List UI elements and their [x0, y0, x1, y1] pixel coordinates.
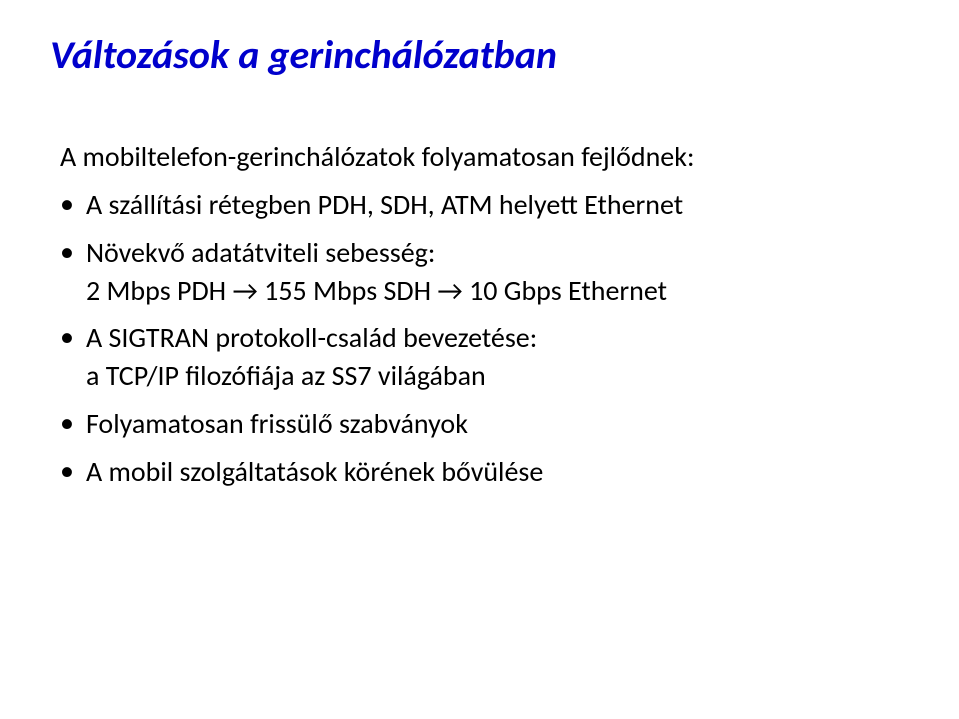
bullet-text: A szállítási rétegben PDH, SDH, ATM hely… — [86, 186, 683, 224]
bullet-icon: • — [60, 234, 74, 270]
list-item: • A SIGTRAN protokoll-család bevezetése:… — [60, 319, 909, 395]
bullet-line: A SIGTRAN protokoll-család bevezetése: — [86, 319, 537, 357]
bullet-icon: • — [60, 186, 74, 222]
bullet-list: • A szállítási rétegben PDH, SDH, ATM he… — [60, 186, 909, 491]
bullet-icon: • — [60, 453, 74, 489]
bullet-line: Folyamatosan frissülő szabványok — [86, 406, 468, 441]
bullet-text: Folyamatosan frissülő szabványok — [86, 405, 468, 443]
list-item: • Folyamatosan frissülő szabványok — [60, 405, 909, 443]
list-item: • A mobil szolgáltatások körének bővülés… — [60, 453, 909, 491]
bullet-line: A szállítási rétegben PDH, SDH, ATM hely… — [86, 187, 683, 222]
bullet-text: A SIGTRAN protokoll-család bevezetése: a… — [86, 319, 537, 395]
bullet-line: 2 Mbps PDH → 155 Mbps SDH → 10 Gbps Ethe… — [86, 272, 667, 310]
bullet-icon: • — [60, 319, 74, 355]
intro-text: A mobiltelefon-gerinchálózatok folyamato… — [60, 139, 909, 174]
bullet-text: A mobil szolgáltatások körének bővülése — [86, 453, 543, 491]
bullet-line: Növekvő adatátviteli sebesség: — [86, 234, 667, 272]
bullet-text: Növekvő adatátviteli sebesség: 2 Mbps PD… — [86, 234, 667, 310]
list-item: • Növekvő adatátviteli sebesség: 2 Mbps … — [60, 234, 909, 310]
list-item: • A szállítási rétegben PDH, SDH, ATM he… — [60, 186, 909, 224]
bullet-line: A mobil szolgáltatások körének bővülése — [86, 454, 543, 489]
bullet-line: a TCP/IP filozófiája az SS7 világában — [86, 357, 537, 395]
bullet-icon: • — [60, 405, 74, 441]
slide-title: Változások a gerinchálózatban — [50, 30, 909, 79]
